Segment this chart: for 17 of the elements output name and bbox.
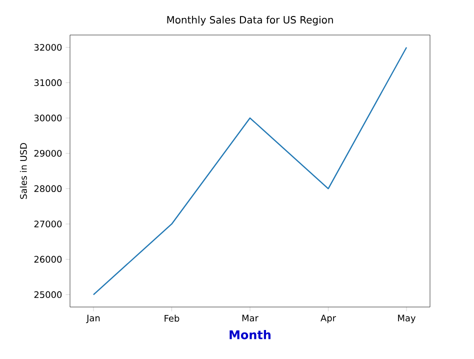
x-axis-title: Month xyxy=(230,330,270,340)
x-tick-label: Apr xyxy=(320,314,336,324)
y-tick-label: 31000 xyxy=(34,79,62,86)
y-tick-label: 30000 xyxy=(34,114,62,122)
x-tick-label: May xyxy=(398,314,416,324)
y-tick-label: 32000 xyxy=(34,44,62,51)
y-tick-label: 29000 xyxy=(34,150,62,157)
y-tick-label: 27000 xyxy=(34,220,62,228)
x-tick-label: Mar xyxy=(242,314,258,322)
line-series xyxy=(92,46,408,296)
y-axis-title: Sales in USD xyxy=(20,143,27,199)
chart-title: Monthly Sales Data for US Region xyxy=(167,16,333,26)
x-tick-label: Jan xyxy=(86,314,100,324)
y-tick-label: 26000 xyxy=(34,256,62,263)
x-tick-label: Feb xyxy=(164,314,180,322)
y-tick-label: 28000 xyxy=(34,185,62,192)
y-tick-label: 25000 xyxy=(34,291,62,298)
